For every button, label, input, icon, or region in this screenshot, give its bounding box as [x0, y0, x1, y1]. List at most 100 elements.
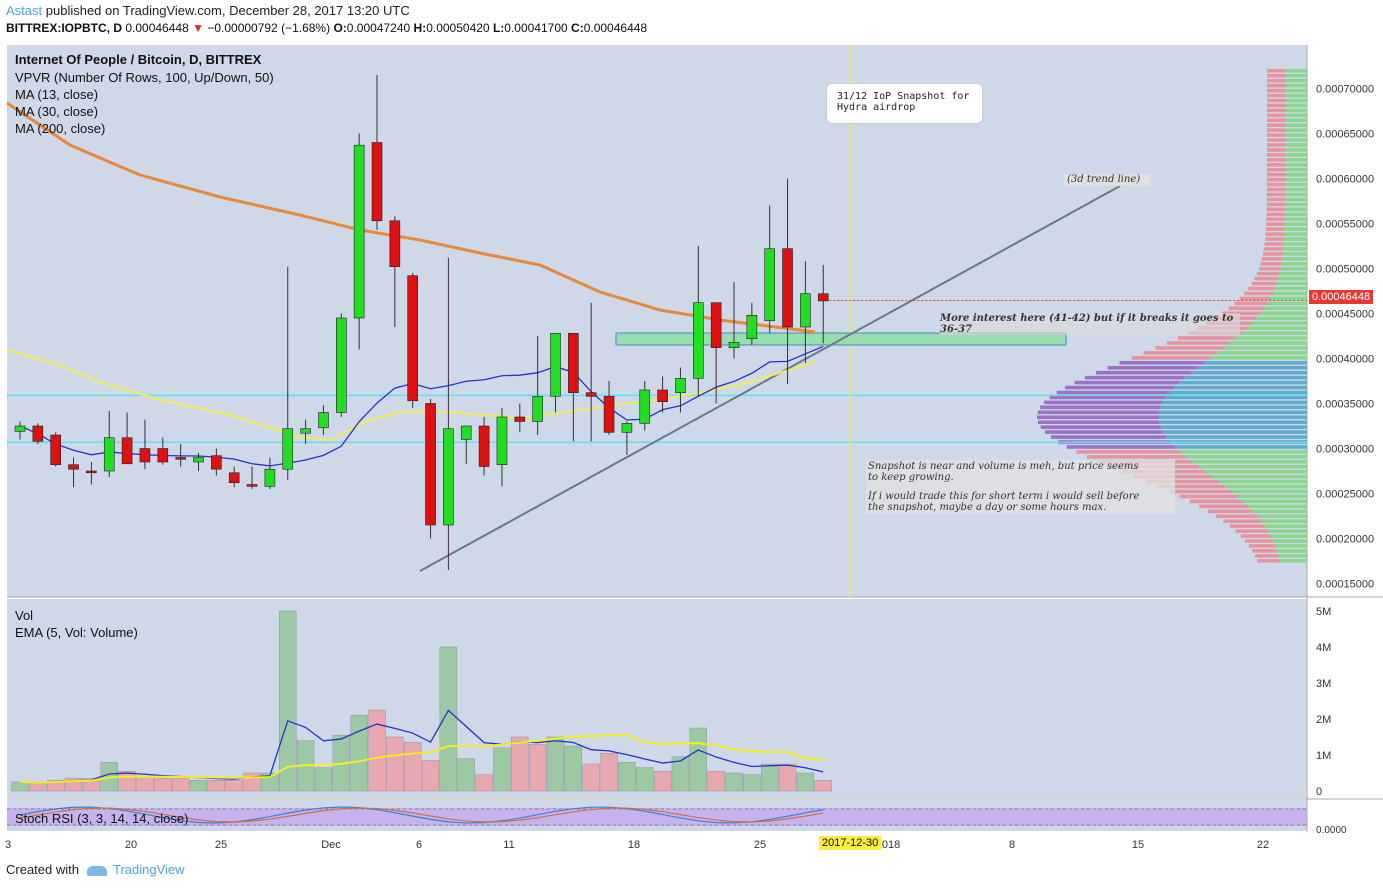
- y-tick-label: 0.00015000: [1316, 579, 1374, 591]
- vpvr-down-bar: [1235, 529, 1268, 533]
- vol-legend: Vol: [15, 608, 34, 623]
- vpvr-up-bar: [1162, 430, 1307, 434]
- candle: [300, 419, 311, 444]
- vpvr-up-bar: [1210, 356, 1307, 360]
- candle-body: [86, 470, 97, 474]
- vpvr-up-bar: [1284, 133, 1307, 137]
- candle: [639, 381, 651, 431]
- volume-pane: [7, 599, 1307, 798]
- vpvr-down-bar: [1208, 509, 1253, 514]
- vpvr-down-bar: [1267, 83, 1285, 88]
- vpvr-down-bar: [1245, 539, 1273, 543]
- vpvr-down-bar: [1263, 247, 1284, 251]
- vpvr-up-bar: [1284, 177, 1307, 182]
- candle-body: [800, 293, 811, 328]
- y-tick-label: 0.00020000: [1316, 534, 1374, 546]
- volume-bar: [350, 715, 368, 792]
- vpvr-up-bar: [1169, 390, 1307, 395]
- vpvr-up-bar: [1241, 331, 1307, 335]
- vpvr-up-bar: [1284, 143, 1307, 147]
- vpvr-down-bar: [1266, 113, 1285, 118]
- author-link[interactable]: Astast: [6, 3, 43, 18]
- candle: [514, 403, 526, 433]
- snapshot-note-text: 31/12 IoP Snapshot for Hydra airdrop: [837, 91, 970, 113]
- vpvr-up-bar: [1223, 346, 1307, 350]
- snapshot-comment-line2: to keep growing.: [868, 472, 954, 483]
- low-label: L:: [492, 21, 505, 35]
- footer-created: Created with: [6, 862, 79, 877]
- candle-body: [496, 416, 508, 466]
- stoch-legend: Stoch RSI (3, 3, 14, 14, close): [15, 811, 189, 826]
- x-tick-label: 18: [628, 839, 640, 851]
- vpvr-up-bar: [1224, 484, 1307, 489]
- candle-body: [407, 275, 419, 402]
- volume-bar: [154, 778, 172, 792]
- candle: [14, 421, 26, 440]
- vpvr-down-bar: [1056, 390, 1170, 395]
- candle-body: [211, 455, 222, 470]
- vpvr-up-bar: [1284, 118, 1307, 123]
- candle: [32, 423, 44, 444]
- candle-body: [639, 389, 651, 424]
- vpvr-up-bar: [1285, 78, 1307, 83]
- vpvr-down-bar: [1265, 232, 1285, 236]
- snapshot-note[interactable]: 31/12 IoP Snapshot for Hydra airdrop: [826, 83, 983, 124]
- candle: [50, 432, 62, 467]
- vpvr-up-bar: [1279, 559, 1307, 563]
- candle: [371, 75, 383, 230]
- candle: [746, 302, 758, 345]
- candle: [407, 273, 419, 408]
- vpvr-up-bar: [1180, 450, 1307, 454]
- vpvr-down-bar: [1266, 153, 1285, 157]
- vpvr-down-bar: [1189, 499, 1243, 504]
- vpvr-down-bar: [1037, 415, 1159, 420]
- volume-bar: [421, 760, 440, 792]
- candle: [585, 302, 597, 442]
- vpvr-up-bar: [1230, 489, 1307, 494]
- vpvr-up-bar: [1285, 68, 1307, 73]
- snapshot-comment: Snapshot is near and volume is meh, but …: [866, 460, 1175, 514]
- symbol: BITTREX:IOPBTC, D: [6, 21, 122, 35]
- snapshot-comment-line4: the snapshot, maybe a day or some hours …: [868, 502, 1107, 513]
- vpvr-down-bar: [1257, 559, 1280, 563]
- candle: [353, 133, 365, 350]
- vpvr-up-bar: [1284, 232, 1307, 236]
- candle: [246, 466, 258, 489]
- candle: [318, 405, 329, 435]
- vpvr-up-bar: [1158, 410, 1307, 415]
- vpvr-up-bar: [1267, 529, 1307, 533]
- vpvr-up-bar: [1284, 192, 1307, 197]
- footer-brand-link[interactable]: TradingView: [112, 862, 185, 877]
- stoch-y-tick: 0.0000: [1316, 825, 1347, 836]
- candle: [710, 302, 722, 404]
- vpvr-down-bar: [1266, 103, 1285, 108]
- volume-bar: [225, 780, 243, 792]
- vpvr-down-bar: [1107, 365, 1198, 370]
- y-tick-label: 0.00050000: [1316, 264, 1374, 276]
- vpvr-down-bar: [1040, 405, 1161, 410]
- volume-bar: [636, 767, 654, 792]
- vpvr-down-bar: [1045, 430, 1163, 434]
- vpvr-down-bar: [1244, 291, 1273, 296]
- vpvr-down-bar: [1256, 271, 1280, 276]
- vpvr-down-bar: [1266, 123, 1285, 127]
- vpvr-down-bar: [1251, 281, 1277, 286]
- vpvr-down-bar: [1266, 207, 1285, 212]
- vpvr-down-bar: [1266, 212, 1285, 217]
- vpvr-down-bar: [1131, 356, 1211, 360]
- candle-body: [443, 428, 454, 526]
- candle: [764, 205, 776, 334]
- x-tick-label: 8: [1009, 839, 1015, 851]
- vpvr-up-bar: [1185, 455, 1307, 459]
- candle: [264, 457, 276, 489]
- candle-body: [568, 332, 579, 393]
- vpvr-up-bar: [1211, 474, 1307, 479]
- vpvr-up-bar: [1284, 153, 1307, 157]
- vpvr-up-bar: [1174, 445, 1307, 449]
- ma13-legend: MA (13, close): [15, 87, 99, 102]
- vpvr-down-bar: [1065, 385, 1174, 390]
- vpvr-up-bar: [1285, 93, 1307, 98]
- vpvr-up-bar: [1283, 247, 1307, 251]
- candle-body: [50, 434, 62, 466]
